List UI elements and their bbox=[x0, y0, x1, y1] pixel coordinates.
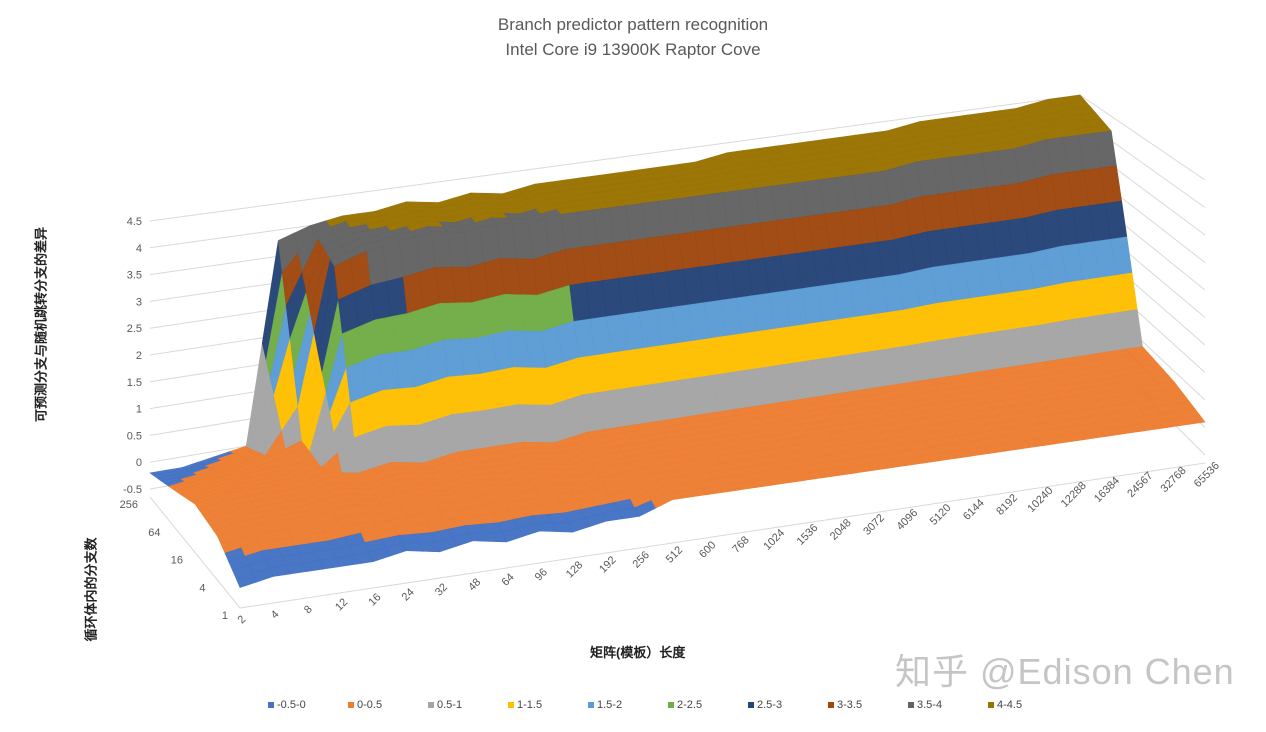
x-tick-label: 5120 bbox=[928, 502, 954, 528]
depth-tick-label: 1 bbox=[222, 610, 228, 622]
legend-swatch bbox=[748, 702, 754, 708]
x-tick-label: 512 bbox=[664, 544, 685, 565]
z-tick-label: 2 bbox=[136, 350, 142, 362]
x-tick-label: 4 bbox=[269, 608, 282, 621]
legend-item: 4-4.5 bbox=[988, 698, 1068, 712]
legend-item: 2-2.5 bbox=[668, 698, 748, 712]
legend-label: -0.5-0 bbox=[277, 699, 306, 711]
legend-label: 4-4.5 bbox=[997, 699, 1023, 711]
legend-swatch bbox=[428, 702, 434, 708]
watermark: 知乎 @Edison Chen bbox=[895, 651, 1235, 692]
legend-item: 2.5-3 bbox=[748, 698, 828, 712]
legend-swatch bbox=[268, 702, 274, 708]
x-tick-label: 8 bbox=[302, 603, 315, 616]
x-tick-label: 256 bbox=[630, 549, 651, 570]
x-tick-label: 1536 bbox=[795, 522, 821, 548]
legend-label: 3-3.5 bbox=[837, 699, 863, 711]
z-tick-label: 3 bbox=[136, 296, 142, 308]
x-tick-label: 192 bbox=[597, 554, 618, 575]
z-tick-label: 2.5 bbox=[127, 323, 142, 335]
z-tick-label: 1.5 bbox=[127, 377, 142, 389]
x-tick-label: 768 bbox=[730, 534, 751, 555]
legend-item: 3-3.5 bbox=[828, 698, 908, 712]
legend-item: -0.5-0 bbox=[268, 698, 348, 712]
z-tick-label: 3.5 bbox=[127, 270, 142, 282]
legend-swatch bbox=[988, 702, 994, 708]
z-tick-label: -0.5 bbox=[123, 484, 142, 496]
depth-tick-label: 256 bbox=[120, 499, 138, 511]
legend-label: 0-0.5 bbox=[357, 699, 383, 711]
depth-tick-label: 16 bbox=[171, 555, 183, 567]
legend-label: 3.5-4 bbox=[917, 699, 943, 711]
legend-item: 1-1.5 bbox=[508, 698, 588, 712]
surface-patch bbox=[1182, 414, 1206, 425]
z-tick-label: 4 bbox=[136, 243, 142, 255]
x-tick-label: 96 bbox=[533, 566, 550, 583]
z-tick-label: 4.5 bbox=[127, 216, 142, 228]
depth-axis-title: 循环体内的分支数 bbox=[83, 537, 99, 642]
legend-label: 0.5-1 bbox=[437, 699, 463, 711]
depth-tick-label: 4 bbox=[199, 582, 205, 594]
depth-axis-line bbox=[149, 496, 241, 609]
z-tick-label: 0.5 bbox=[127, 430, 142, 442]
z-axis-title: 可预测分支与随机跳转分支的差异 bbox=[33, 227, 49, 423]
x-tick-label: 2 bbox=[235, 613, 248, 626]
legend-item: 1.5-2 bbox=[588, 698, 668, 712]
x-tick-label: 64 bbox=[500, 571, 517, 588]
x-axis-title: 矩阵(模板）长度 bbox=[590, 645, 686, 660]
x-tick-label: 32 bbox=[433, 581, 450, 598]
chart-title: Branch predictor pattern recognition bbox=[497, 15, 769, 34]
legend-swatch bbox=[908, 702, 914, 708]
x-tick-label: 4096 bbox=[894, 507, 920, 533]
legend: -0.5-0 0-0.5 0.5-1 1-1.5 1.5-2 2-2.5 2.5-3 3-3.… bbox=[268, 698, 1068, 712]
x-tick-label: 2048 bbox=[828, 517, 854, 543]
x-tick-label: 3072 bbox=[861, 512, 887, 538]
legend-item: 3.5-4 bbox=[908, 698, 988, 712]
legend-swatch bbox=[828, 702, 834, 708]
legend-swatch bbox=[508, 702, 514, 708]
legend-swatch bbox=[668, 702, 674, 708]
x-axis-line bbox=[239, 462, 1206, 609]
legend-swatch bbox=[588, 702, 594, 708]
z-tick-label: 1 bbox=[136, 404, 142, 416]
legend-label: 2.5-3 bbox=[757, 699, 783, 711]
chart-subtitle: Intel Core i9 13900K Raptor Cove bbox=[505, 40, 761, 59]
legend-label: 1.5-2 bbox=[597, 699, 623, 711]
legend-item: 0-0.5 bbox=[348, 698, 428, 712]
z-tick-label: 0 bbox=[136, 457, 142, 469]
x-tick-label: 8192 bbox=[994, 492, 1020, 518]
x-tick-label: 48 bbox=[466, 576, 483, 593]
legend-label: 2-2.5 bbox=[677, 699, 703, 711]
legend-item: 0.5-1 bbox=[428, 698, 508, 712]
x-tick-label: 1024 bbox=[761, 527, 787, 553]
legend-swatch bbox=[348, 702, 354, 708]
x-tick-label: 12 bbox=[333, 596, 350, 613]
x-tick-label: 600 bbox=[697, 539, 718, 560]
x-tick-label: 16 bbox=[366, 591, 383, 608]
x-tick-label: 24 bbox=[400, 586, 417, 603]
depth-tick-label: 64 bbox=[148, 527, 160, 539]
x-tick-label: 6144 bbox=[961, 497, 987, 523]
legend-label: 1-1.5 bbox=[517, 699, 543, 711]
x-tick-label: 128 bbox=[564, 559, 585, 580]
